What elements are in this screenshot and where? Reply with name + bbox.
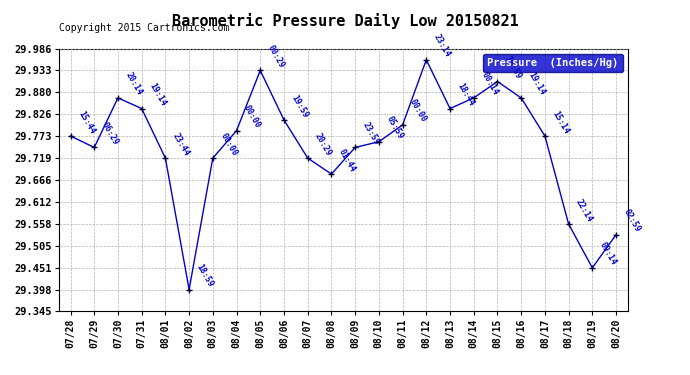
Text: Copyright 2015 Cartronics.com: Copyright 2015 Cartronics.com	[59, 23, 229, 33]
Text: 23:14: 23:14	[432, 33, 452, 59]
Text: 05:59: 05:59	[384, 115, 405, 141]
Text: 18:59: 18:59	[503, 55, 523, 81]
Text: 15:44: 15:44	[76, 109, 97, 135]
Text: 18:44: 18:44	[455, 82, 476, 108]
Text: 00:00: 00:00	[408, 98, 428, 124]
Text: 18:59: 18:59	[195, 262, 215, 289]
Text: 15:14: 15:14	[551, 109, 571, 135]
Text: 22:14: 22:14	[574, 197, 595, 223]
Text: 19:59: 19:59	[290, 93, 310, 119]
Text: 00:29: 00:29	[266, 44, 286, 70]
Text: 00:14: 00:14	[480, 71, 500, 97]
Text: 23:44: 23:44	[171, 131, 191, 158]
Text: 23:59: 23:59	[361, 120, 381, 147]
Text: 19:14: 19:14	[526, 71, 547, 97]
Text: 20:14: 20:14	[124, 71, 144, 97]
Text: Barometric Pressure Daily Low 20150821: Barometric Pressure Daily Low 20150821	[172, 13, 518, 29]
Text: 00:00: 00:00	[242, 104, 262, 130]
Legend: Pressure  (Inches/Hg): Pressure (Inches/Hg)	[483, 54, 622, 72]
Text: 20:29: 20:29	[313, 131, 333, 158]
Text: 09:14: 09:14	[598, 241, 618, 267]
Text: 01:44: 01:44	[337, 147, 357, 173]
Text: 19:14: 19:14	[147, 82, 168, 108]
Text: 00:00: 00:00	[218, 131, 239, 158]
Text: 06:29: 06:29	[100, 120, 120, 147]
Text: 02:59: 02:59	[622, 208, 642, 234]
